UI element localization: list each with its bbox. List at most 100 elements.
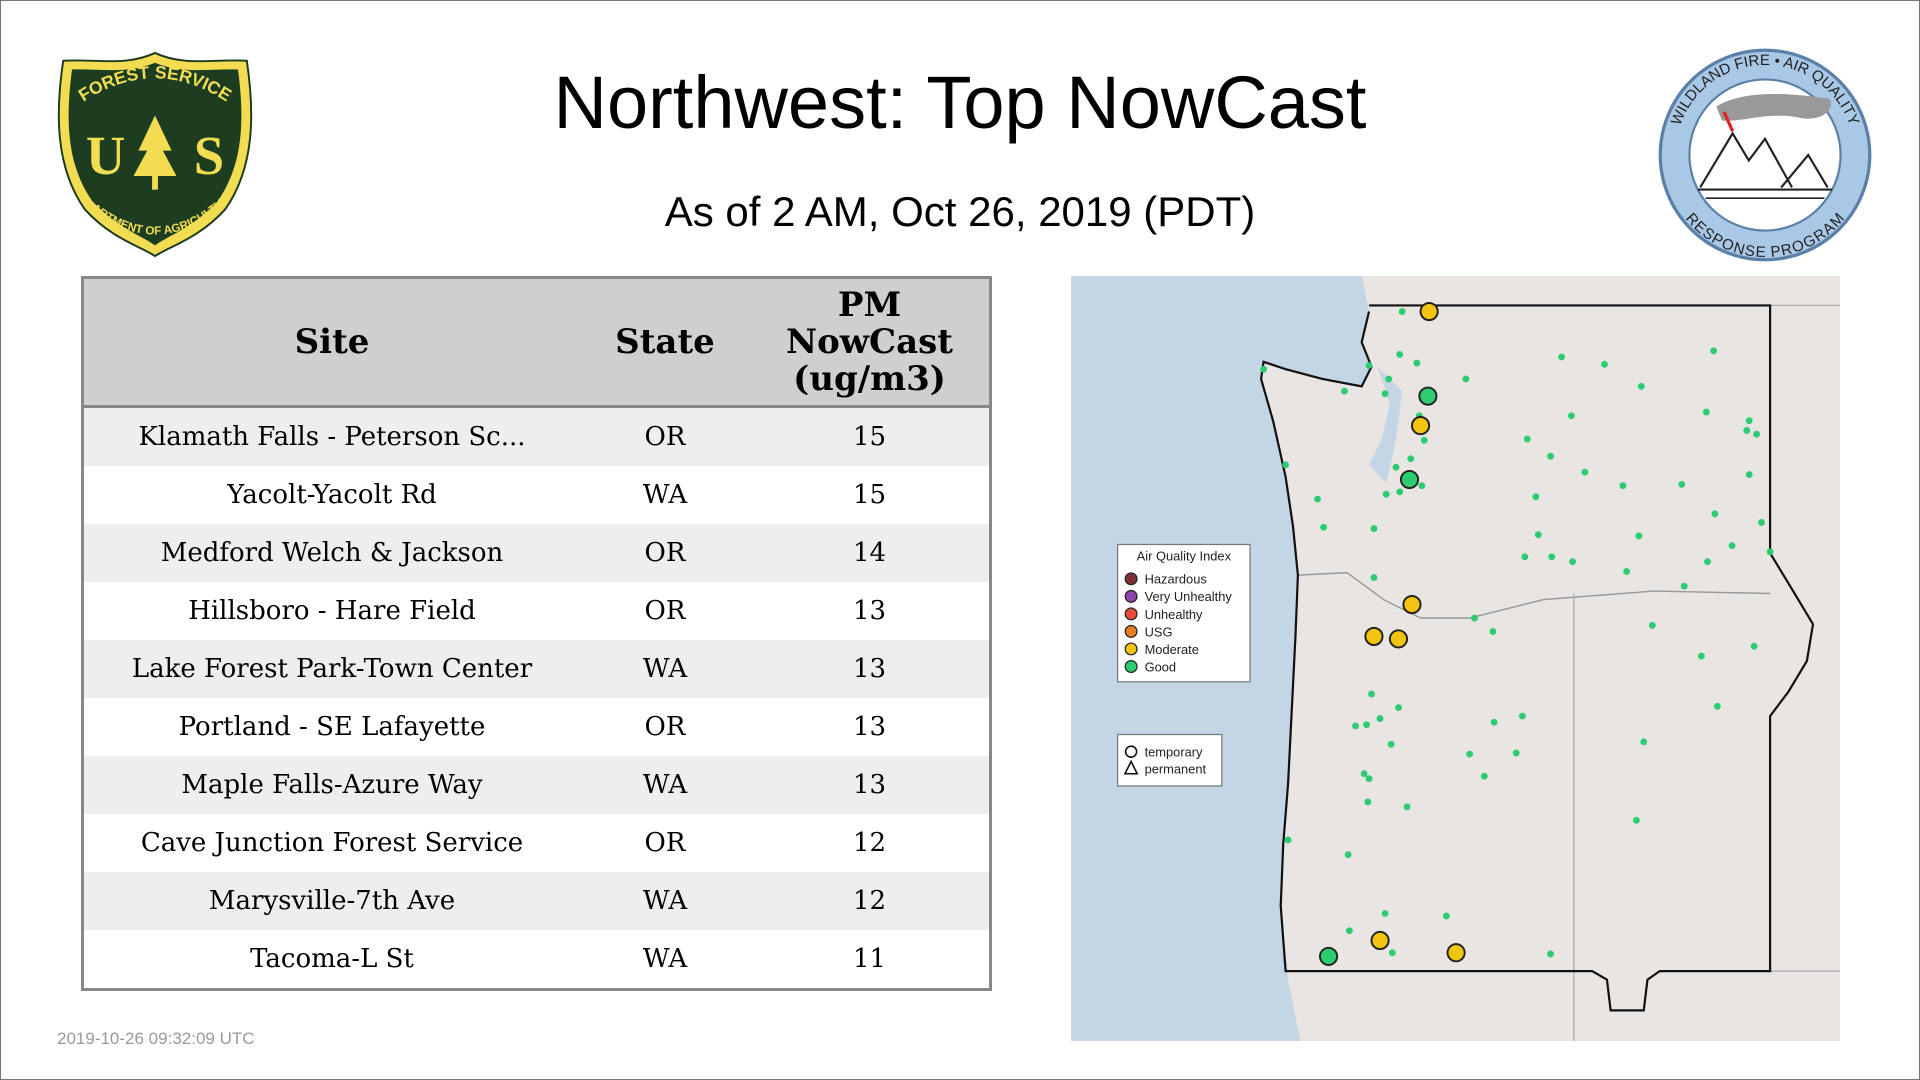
monitor-marker-good[interactable] [1766, 548, 1774, 556]
monitor-marker-good[interactable] [1413, 359, 1421, 367]
table-row[interactable]: Tacoma-L St WA 11 [83, 930, 991, 990]
monitor-marker-good[interactable] [1702, 408, 1710, 416]
header-site[interactable]: Site [82, 277, 580, 408]
header-pm-nowcast[interactable]: PM NowCast (ug/m3) [750, 277, 991, 408]
monitor-marker-good[interactable] [1403, 803, 1411, 811]
monitor-marker-good[interactable] [1750, 642, 1758, 650]
monitor-marker-good[interactable] [1420, 436, 1428, 444]
monitor-marker-good[interactable] [1632, 816, 1640, 824]
monitor-marker-good[interactable] [1388, 949, 1396, 957]
monitor-marker-good[interactable] [1534, 531, 1542, 539]
monitor-marker-good[interactable] [1387, 740, 1395, 748]
monitor-marker-good[interactable] [1341, 387, 1348, 395]
monitor-marker-good[interactable] [1743, 427, 1751, 434]
monitor-marker-good[interactable] [1385, 375, 1393, 383]
monitor-marker-good[interactable] [1678, 480, 1686, 488]
monitor-marker-good[interactable] [1382, 490, 1390, 498]
monitor-marker-good[interactable] [1521, 553, 1529, 561]
monitor-marker-good[interactable] [1471, 614, 1478, 622]
monitor-marker-good[interactable] [1381, 910, 1389, 917]
monitor-marker-good[interactable] [1745, 471, 1753, 479]
monitor-marker-good[interactable] [1395, 704, 1402, 711]
monitor-marker-good[interactable] [1547, 950, 1554, 958]
monitor-marker-good[interactable] [1314, 495, 1321, 503]
monitor-marker-good[interactable] [1623, 568, 1631, 575]
monitor-marker-good[interactable] [1260, 365, 1267, 373]
header-state[interactable]: State [580, 277, 750, 408]
table-row[interactable]: Klamath Falls - Peterson Sc... OR 15 [82, 406, 991, 466]
monitor-marker-good[interactable] [1365, 362, 1373, 369]
monitor-marker-good[interactable] [1318, 946, 1339, 966]
table-row[interactable]: Marysville-7th Ave WA 12 [82, 872, 991, 930]
monitor-marker-good[interactable] [1745, 417, 1753, 425]
monitor-marker-good[interactable] [1601, 360, 1608, 368]
monitor-marker-good[interactable] [1569, 558, 1577, 566]
monitor-marker-moderate[interactable] [1370, 930, 1390, 951]
table-row[interactable]: Cave Junction Forest Service OR 12 [83, 814, 991, 872]
table-row[interactable]: Hillsboro - Hare Field OR 13 [83, 582, 991, 640]
monitor-marker-good[interactable] [1512, 749, 1520, 757]
monitor-marker-good[interactable] [1697, 652, 1705, 660]
monitor-marker-good[interactable] [1523, 435, 1531, 443]
monitor-marker-good[interactable] [1399, 469, 1420, 490]
monitor-marker-good[interactable] [1363, 721, 1371, 729]
monitor-marker-good[interactable] [1370, 574, 1378, 582]
monitor-marker-good[interactable] [1396, 351, 1404, 358]
monitor-marker-moderate[interactable] [1364, 626, 1384, 646]
monitor-marker-good[interactable] [1640, 738, 1648, 746]
monitor-marker-good[interactable] [1547, 452, 1554, 460]
monitor-marker-good[interactable] [1753, 430, 1761, 438]
monitor-marker-good[interactable] [1489, 628, 1497, 635]
table-row[interactable]: Medford Welch & Jackson OR 14 [82, 524, 991, 582]
monitor-marker-moderate[interactable] [1388, 629, 1409, 649]
table-row[interactable]: Yacolt-Yacolt Rd WA 15 [83, 466, 991, 524]
monitor-marker-good[interactable] [1418, 386, 1438, 406]
monitor-marker-good[interactable] [1282, 461, 1290, 469]
monitor-marker-good[interactable] [1558, 353, 1566, 361]
monitor-marker-good[interactable] [1396, 488, 1404, 496]
monitor-marker-good[interactable] [1567, 412, 1575, 420]
monitor-marker-good[interactable] [1648, 621, 1656, 629]
monitor-marker-good[interactable] [1462, 375, 1470, 383]
monitor-marker-good[interactable] [1370, 525, 1378, 532]
monitor-marker-good[interactable] [1345, 927, 1353, 935]
monitor-marker-good[interactable] [1360, 770, 1368, 778]
monitor-marker-good[interactable] [1320, 523, 1328, 531]
monitor-marker-good[interactable] [1284, 836, 1292, 844]
monitor-marker-good[interactable] [1442, 912, 1450, 920]
monitor-marker-moderate[interactable] [1410, 416, 1431, 436]
monitor-marker-good[interactable] [1392, 463, 1400, 471]
monitor-marker-good[interactable] [1352, 722, 1359, 730]
monitor-marker-good[interactable] [1635, 532, 1643, 540]
monitor-marker-good[interactable] [1711, 510, 1719, 518]
monitor-marker-good[interactable] [1713, 702, 1721, 710]
monitor-marker-moderate[interactable] [1402, 594, 1422, 615]
table-row[interactable]: Lake Forest Park-Town Center WA 13 [82, 640, 991, 698]
monitor-marker-good[interactable] [1398, 308, 1406, 315]
monitor-marker-good[interactable] [1532, 493, 1540, 501]
monitor-marker-good[interactable] [1407, 455, 1415, 463]
monitor-marker-good[interactable] [1376, 715, 1384, 723]
monitor-marker-moderate[interactable] [1419, 301, 1439, 322]
table-row[interactable]: Portland - SE Lafayette OR 13 [83, 698, 991, 756]
monitor-marker-good[interactable] [1704, 558, 1711, 566]
monitor-marker-good[interactable] [1581, 468, 1589, 476]
table-row[interactable]: Maple Falls-Azure Way WA 13 [82, 756, 991, 814]
monitor-marker-good[interactable] [1381, 390, 1389, 398]
monitor-marker-good[interactable] [1466, 750, 1474, 758]
monitor-marker-good[interactable] [1728, 542, 1736, 550]
monitor-marker-good[interactable] [1758, 518, 1765, 526]
monitor-marker-good[interactable] [1680, 582, 1688, 590]
monitor-marker-good[interactable] [1548, 553, 1556, 561]
monitor-marker-good[interactable] [1637, 382, 1645, 390]
air-quality-map[interactable]: Air Quality Index Hazardous Very Unhealth… [1071, 276, 1840, 1041]
monitor-marker-good[interactable] [1364, 798, 1372, 806]
monitor-marker-good[interactable] [1619, 482, 1627, 490]
monitor-marker-good[interactable] [1480, 772, 1488, 780]
monitor-marker-good[interactable] [1710, 347, 1718, 355]
monitor-marker-good[interactable] [1490, 718, 1498, 726]
monitor-marker-good[interactable] [1365, 775, 1373, 783]
monitor-marker-moderate[interactable] [1446, 943, 1466, 963]
monitor-marker-good[interactable] [1344, 851, 1352, 859]
monitor-marker-good[interactable] [1418, 482, 1426, 490]
